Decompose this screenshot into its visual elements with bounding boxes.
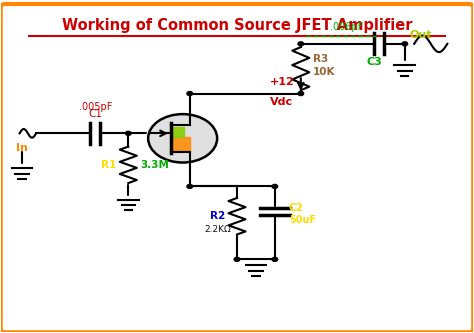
Text: 10K: 10K	[313, 67, 335, 77]
Circle shape	[126, 131, 131, 135]
Circle shape	[402, 42, 408, 46]
Text: C1: C1	[88, 110, 102, 120]
Text: Out: Out	[410, 31, 432, 41]
Text: Vdc: Vdc	[270, 97, 293, 107]
Circle shape	[187, 184, 192, 188]
Text: In: In	[16, 143, 28, 153]
Circle shape	[272, 184, 278, 188]
Text: C2: C2	[289, 203, 304, 213]
Text: .005pF: .005pF	[79, 102, 112, 112]
Text: 3.3M: 3.3M	[140, 160, 169, 170]
Circle shape	[272, 257, 278, 261]
Bar	[172, 137, 190, 150]
Text: 50uF: 50uF	[289, 214, 316, 224]
FancyBboxPatch shape	[0, 4, 474, 332]
Text: R2: R2	[210, 211, 226, 221]
Circle shape	[148, 114, 217, 163]
Circle shape	[298, 42, 304, 46]
Bar	[172, 127, 183, 137]
Circle shape	[234, 257, 240, 261]
Circle shape	[298, 92, 304, 96]
Text: 2.2KΩ: 2.2KΩ	[205, 225, 231, 234]
Text: Working of Common Source JFET Amplifier: Working of Common Source JFET Amplifier	[62, 18, 412, 33]
Text: R3: R3	[313, 54, 328, 64]
Text: .006pF: .006pF	[330, 22, 364, 32]
Text: R1: R1	[101, 160, 117, 170]
Text: +12: +12	[270, 77, 294, 87]
Text: C3: C3	[366, 57, 382, 67]
Circle shape	[187, 92, 192, 96]
